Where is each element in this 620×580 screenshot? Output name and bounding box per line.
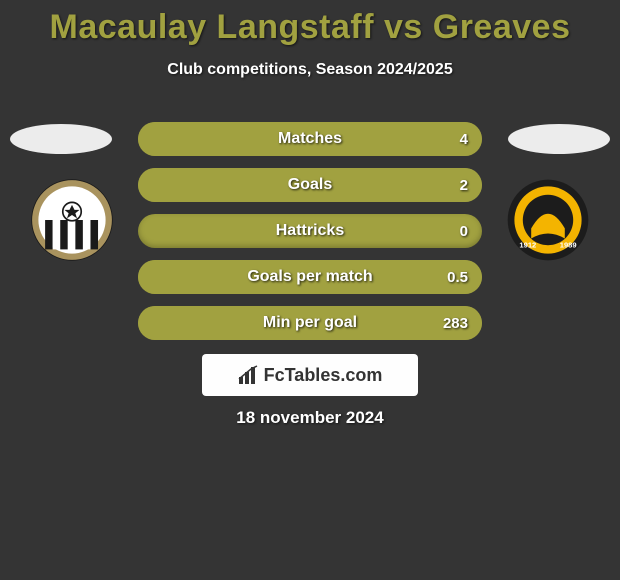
stat-row: Hattricks0 bbox=[138, 214, 482, 248]
player-left-placeholder bbox=[10, 124, 112, 154]
stat-row-right-value: 4 bbox=[460, 122, 468, 156]
svg-text:1989: 1989 bbox=[560, 241, 577, 250]
subtitle: Club competitions, Season 2024/2025 bbox=[0, 61, 620, 79]
stat-row: Min per goal283 bbox=[138, 306, 482, 340]
brand-box: FcTables.com bbox=[202, 354, 418, 396]
stat-rows: Matches4Goals2Hattricks0Goals per match0… bbox=[138, 122, 482, 352]
title-text: Macaulay Langstaff vs Greaves bbox=[50, 8, 571, 46]
stat-row-right-value: 283 bbox=[443, 306, 468, 340]
stat-row: Matches4 bbox=[138, 122, 482, 156]
stat-row-right-value: 0 bbox=[460, 214, 468, 248]
date-text-value: 18 november 2024 bbox=[236, 408, 383, 427]
newport-county-crest-icon: 1912 1989 bbox=[498, 178, 598, 262]
page-title: Macaulay Langstaff vs Greaves bbox=[0, 0, 620, 47]
crest-left bbox=[22, 178, 122, 262]
bar-chart-icon bbox=[238, 365, 260, 385]
stat-row: Goals2 bbox=[138, 168, 482, 202]
player-right-placeholder bbox=[508, 124, 610, 154]
stat-row-label: Hattricks bbox=[138, 214, 482, 248]
stat-row-label: Goals bbox=[138, 168, 482, 202]
stat-row-label: Goals per match bbox=[138, 260, 482, 294]
brand-text: FcTables.com bbox=[264, 365, 383, 386]
svg-text:1912: 1912 bbox=[519, 241, 536, 250]
stat-row: Goals per match0.5 bbox=[138, 260, 482, 294]
subtitle-text: Club competitions, Season 2024/2025 bbox=[167, 61, 452, 78]
crest-right: 1912 1989 bbox=[498, 178, 598, 262]
notts-county-crest-icon bbox=[22, 178, 122, 262]
stat-row-label: Min per goal bbox=[138, 306, 482, 340]
stat-row-right-value: 2 bbox=[460, 168, 468, 202]
stat-row-label: Matches bbox=[138, 122, 482, 156]
date-text: 18 november 2024 bbox=[0, 408, 620, 428]
stat-row-right-value: 0.5 bbox=[447, 260, 468, 294]
